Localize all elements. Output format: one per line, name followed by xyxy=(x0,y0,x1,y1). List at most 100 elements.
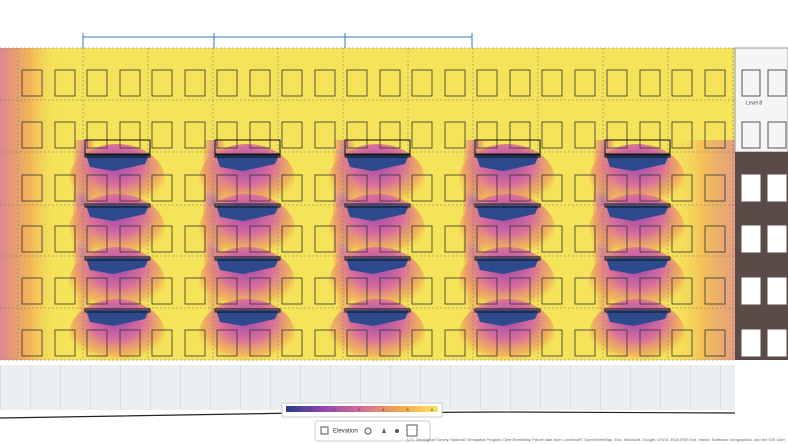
window xyxy=(509,121,531,149)
window xyxy=(184,277,206,305)
window xyxy=(86,174,108,202)
window xyxy=(509,329,531,357)
window xyxy=(767,174,787,202)
window xyxy=(249,277,271,305)
window xyxy=(541,69,563,97)
window xyxy=(54,329,76,357)
window xyxy=(476,329,498,357)
window xyxy=(21,277,43,305)
balcony xyxy=(84,256,151,261)
window xyxy=(54,121,76,149)
window xyxy=(671,277,693,305)
window xyxy=(119,225,141,253)
window xyxy=(741,329,761,357)
window xyxy=(671,225,693,253)
window xyxy=(444,277,466,305)
balcony xyxy=(214,203,281,208)
legend-bar xyxy=(286,406,438,412)
window xyxy=(704,69,726,97)
window xyxy=(184,174,206,202)
window xyxy=(476,277,498,305)
window xyxy=(574,277,596,305)
window xyxy=(184,225,206,253)
window xyxy=(151,69,173,97)
balcony xyxy=(474,256,541,261)
window xyxy=(704,174,726,202)
window xyxy=(639,174,661,202)
window xyxy=(249,329,271,357)
window xyxy=(184,69,206,97)
window xyxy=(21,225,43,253)
shadow-zone xyxy=(86,155,149,171)
balcony xyxy=(84,308,151,313)
window xyxy=(216,329,238,357)
window xyxy=(86,277,108,305)
window xyxy=(379,174,401,202)
window xyxy=(509,225,531,253)
window xyxy=(411,69,433,97)
window xyxy=(411,121,433,149)
window xyxy=(216,69,238,97)
adjacent-building xyxy=(734,47,788,153)
window xyxy=(411,174,433,202)
window xyxy=(509,69,531,97)
window xyxy=(216,277,238,305)
shadow-zone xyxy=(346,205,409,221)
window xyxy=(346,329,368,357)
window xyxy=(767,329,787,357)
window xyxy=(346,121,368,149)
window xyxy=(314,69,336,97)
window xyxy=(119,174,141,202)
window xyxy=(54,174,76,202)
shadow-zone xyxy=(476,310,539,326)
window xyxy=(346,277,368,305)
shadow-zone xyxy=(606,258,669,274)
view-icon[interactable] xyxy=(320,426,329,435)
window xyxy=(314,174,336,202)
window xyxy=(444,225,466,253)
window xyxy=(314,329,336,357)
window xyxy=(281,277,303,305)
legend-tick-label: 6 xyxy=(431,407,434,412)
window xyxy=(741,277,761,305)
window xyxy=(281,69,303,97)
shadow-zone xyxy=(86,310,149,326)
balcony xyxy=(474,139,541,156)
view-label[interactable]: Elevation xyxy=(333,429,358,435)
legend-tick-label: 5 xyxy=(406,407,409,412)
window xyxy=(54,225,76,253)
window xyxy=(151,225,173,253)
window xyxy=(379,225,401,253)
balcony xyxy=(344,203,411,208)
window xyxy=(249,69,271,97)
shadow-zone xyxy=(606,155,669,171)
balcony xyxy=(344,256,411,261)
light-button[interactable] xyxy=(382,428,386,433)
shadow-zone xyxy=(86,205,149,221)
window xyxy=(184,121,206,149)
window xyxy=(704,329,726,357)
window xyxy=(767,225,787,253)
window xyxy=(119,121,141,149)
window xyxy=(741,225,761,253)
toolbar xyxy=(314,420,431,442)
window xyxy=(151,174,173,202)
window xyxy=(541,174,563,202)
balcony xyxy=(474,308,541,313)
sun-button[interactable] xyxy=(395,429,399,433)
window xyxy=(704,277,726,305)
shadow-zone xyxy=(476,155,539,171)
attribution: U.S. Geological Survey, National Geospat… xyxy=(407,437,786,442)
balcony xyxy=(214,256,281,261)
window xyxy=(346,174,368,202)
shadow-zone xyxy=(606,310,669,326)
visibility-button[interactable] xyxy=(364,427,372,435)
level-label: Level 7 xyxy=(746,152,762,158)
window xyxy=(184,329,206,357)
window xyxy=(21,69,43,97)
window xyxy=(767,277,787,305)
export-button[interactable] xyxy=(406,424,418,437)
window xyxy=(671,121,693,149)
